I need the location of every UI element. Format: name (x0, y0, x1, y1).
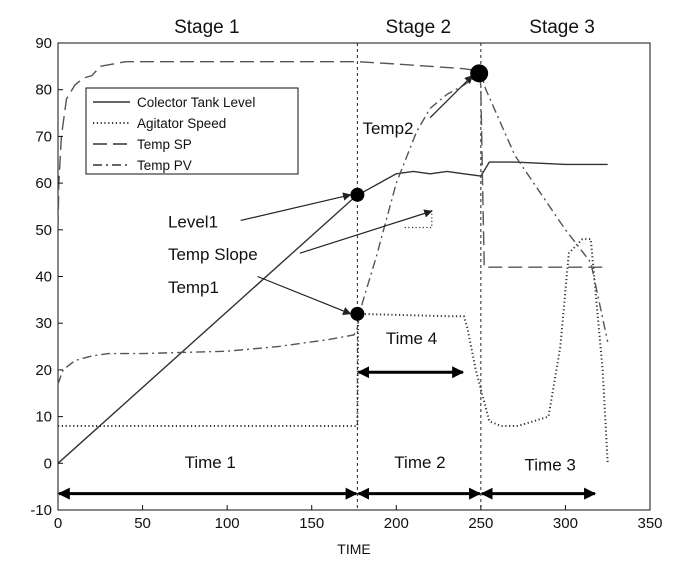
annotation-arrow (429, 75, 473, 119)
point-temp2 (470, 64, 489, 83)
interval-label: Time 3 (525, 455, 576, 474)
y-tick-label: 30 (35, 315, 52, 332)
y-tick-label: 0 (44, 455, 52, 472)
annotation-label: Temp Slope (168, 245, 258, 264)
legend-label: Agitator Speed (137, 116, 226, 131)
annotation-label: Level1 (168, 212, 218, 231)
stage-labels: Stage 1 Stage 2 Stage 3 (174, 17, 595, 38)
x-axis-ticks: 0 50 100 150 200 250 300 350 (54, 505, 663, 532)
series-temp-sp (57, 60, 608, 268)
x-tick-label: 200 (384, 515, 409, 532)
y-tick-label: 60 (35, 175, 52, 192)
annotation-arrow (299, 209, 433, 254)
annotation-arrow (257, 275, 352, 315)
x-tick-label: 50 (134, 515, 151, 532)
y-tick-label: -10 (30, 502, 52, 519)
y-axis-ticks: -10 0 10 20 30 40 50 60 70 80 90 (30, 35, 63, 519)
interval-arrows: Time 1 Time 2 Time 3 Time 4 (57, 329, 597, 500)
legend-label: Temp SP (137, 137, 192, 152)
legend-label: Temp PV (137, 158, 192, 173)
annotation-label: Temp2 (362, 119, 413, 138)
x-tick-label: 300 (553, 515, 578, 532)
y-tick-label: 10 (35, 409, 52, 426)
interval-label: Time 4 (386, 329, 437, 348)
series-lines (57, 60, 609, 464)
data-points (350, 64, 489, 321)
annotation-arrows: Level1 Temp Slope Temp1 Temp2 (168, 75, 473, 315)
legend: Colector Tank Level Agitator Speed Temp SP… (85, 87, 299, 175)
interval-label: Time 1 (185, 453, 236, 472)
y-tick-label: 70 (35, 128, 52, 145)
y-tick-label: 20 (35, 362, 52, 379)
stage-label: Stage 2 (386, 17, 452, 38)
interval-label: Time 2 (394, 453, 445, 472)
y-tick-label: 40 (35, 269, 52, 286)
x-tick-label: 100 (215, 515, 240, 532)
legend-label: Colector Tank Level (137, 95, 255, 110)
series-colector-tank-level (57, 161, 608, 464)
point-temp1 (350, 306, 365, 321)
y-tick-label: 50 (35, 222, 52, 239)
annotation-label: Temp1 (168, 278, 219, 297)
point-level1 (350, 187, 365, 202)
x-tick-label: 0 (54, 515, 62, 532)
annotation-arrow (240, 192, 352, 222)
x-tick-label: 250 (468, 515, 493, 532)
y-tick-label: 90 (35, 35, 52, 52)
x-axis-title: TIME (337, 541, 370, 557)
x-tick-label: 350 (637, 515, 662, 532)
x-tick-label: 150 (299, 515, 324, 532)
reference-lines (356, 43, 482, 510)
series-temp-pv (57, 72, 609, 385)
series-agitator-speed (58, 238, 609, 464)
stage-label: Stage 1 (174, 17, 240, 38)
y-tick-label: 80 (35, 82, 52, 99)
stage-label: Stage 3 (529, 17, 595, 38)
